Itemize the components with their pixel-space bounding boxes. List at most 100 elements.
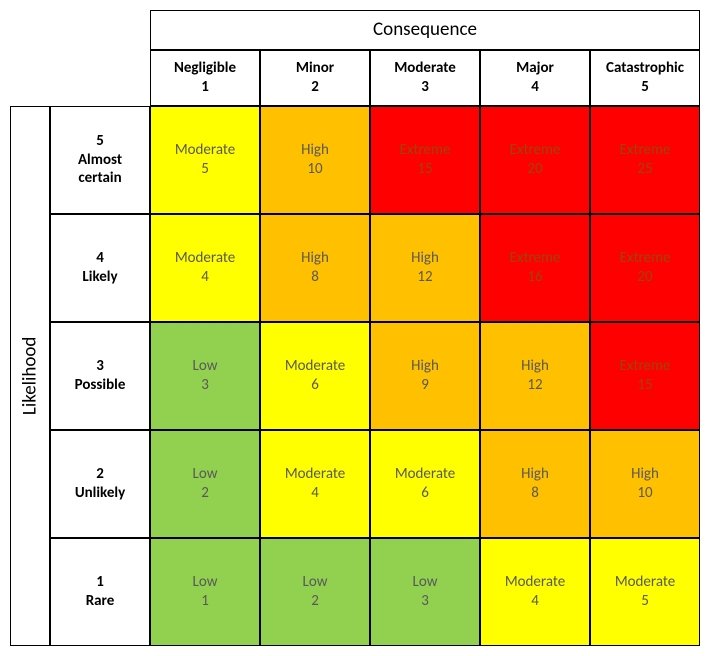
row-head-4: 2Unlikely (50, 430, 150, 538)
col-head-value: 1 (201, 78, 209, 97)
risk-score: 15 (637, 376, 652, 395)
blank-top-left (10, 10, 150, 50)
blank-top-left-2 (10, 50, 150, 106)
axis-label-consequence: Consequence (150, 10, 700, 50)
col-head-label: Moderate (394, 59, 456, 78)
risk-cell-r2-c2: High8 (260, 214, 370, 322)
col-head-2: Minor2 (260, 50, 370, 106)
risk-cell-r5-c4: Moderate4 (480, 538, 590, 646)
col-head-label: Negligible (174, 59, 236, 78)
col-head-label: Minor (296, 59, 334, 78)
risk-label: Low (413, 573, 438, 592)
likelihood-text: Likelihood (18, 337, 42, 416)
risk-score: 3 (201, 376, 209, 395)
risk-cell-r4-c4: High8 (480, 430, 590, 538)
row-head-label1: Almost (78, 151, 122, 170)
risk-score: 4 (201, 268, 209, 287)
col-head-value: 5 (641, 78, 649, 97)
col-head-value: 4 (531, 78, 539, 97)
col-head-value: 3 (421, 78, 429, 97)
risk-cell-r2-c1: Moderate4 (150, 214, 260, 322)
risk-cell-r4-c3: Moderate6 (370, 430, 480, 538)
risk-label: Moderate (285, 357, 345, 376)
risk-label: High (301, 141, 329, 160)
risk-cell-r1-c1: Moderate5 (150, 106, 260, 214)
risk-score: 15 (417, 160, 432, 179)
risk-label: Extreme (620, 249, 671, 268)
risk-score: 12 (527, 376, 542, 395)
consequence-text: Consequence (373, 18, 477, 42)
row-head-value: 4 (96, 249, 104, 268)
row-head-value: 3 (96, 357, 104, 376)
risk-score: 6 (421, 484, 429, 503)
risk-label: High (631, 465, 659, 484)
risk-label: High (411, 249, 439, 268)
row-head-3: 3Possible (50, 322, 150, 430)
risk-label: Low (193, 573, 218, 592)
col-head-label: Catastrophic (606, 59, 684, 78)
risk-label: Extreme (620, 141, 671, 160)
risk-score: 5 (641, 592, 649, 611)
risk-cell-r3-c5: Extreme15 (590, 322, 700, 430)
risk-label: Low (193, 357, 218, 376)
risk-score: 6 (311, 376, 319, 395)
risk-cell-r4-c2: Moderate4 (260, 430, 370, 538)
risk-cell-r1-c5: Extreme25 (590, 106, 700, 214)
risk-cell-r5-c1: Low1 (150, 538, 260, 646)
risk-score: 2 (201, 484, 209, 503)
risk-label: Low (193, 465, 218, 484)
risk-label: High (521, 465, 549, 484)
risk-score: 10 (637, 484, 652, 503)
risk-score: 5 (201, 160, 209, 179)
risk-matrix: ConsequenceNegligible1Minor2Moderate3Maj… (10, 10, 699, 646)
risk-label: Moderate (615, 573, 675, 592)
risk-label: Low (303, 573, 328, 592)
col-head-1: Negligible1 (150, 50, 260, 106)
row-head-value: 1 (96, 573, 104, 592)
risk-label: Moderate (175, 141, 235, 160)
risk-score: 20 (527, 160, 542, 179)
risk-score: 8 (531, 484, 539, 503)
row-head-value: 5 (96, 132, 104, 151)
risk-score: 8 (311, 268, 319, 287)
row-head-label1: Unlikely (75, 484, 125, 503)
risk-score: 20 (637, 268, 652, 287)
row-head-label1: Possible (75, 376, 126, 395)
risk-score: 2 (311, 592, 319, 611)
row-head-label2: certain (78, 169, 121, 188)
risk-score: 16 (527, 268, 542, 287)
risk-cell-r2-c3: High12 (370, 214, 480, 322)
col-head-3: Moderate3 (370, 50, 480, 106)
risk-label: Moderate (505, 573, 565, 592)
risk-score: 10 (307, 160, 322, 179)
risk-label: High (411, 357, 439, 376)
risk-score: 3 (421, 592, 429, 611)
risk-cell-r4-c1: Low2 (150, 430, 260, 538)
col-head-4: Major4 (480, 50, 590, 106)
risk-score: 4 (311, 484, 319, 503)
risk-cell-r1-c4: Extreme20 (480, 106, 590, 214)
risk-label: Moderate (285, 465, 345, 484)
risk-label: Extreme (620, 357, 671, 376)
risk-cell-r3-c1: Low3 (150, 322, 260, 430)
risk-cell-r3-c4: High12 (480, 322, 590, 430)
risk-cell-r4-c5: High10 (590, 430, 700, 538)
risk-cell-r3-c2: Moderate6 (260, 322, 370, 430)
risk-cell-r5-c3: Low3 (370, 538, 480, 646)
risk-label: Extreme (510, 141, 561, 160)
risk-label: Extreme (400, 141, 451, 160)
risk-cell-r5-c2: Low2 (260, 538, 370, 646)
risk-score: 1 (201, 592, 209, 611)
risk-cell-r3-c3: High9 (370, 322, 480, 430)
risk-score: 4 (531, 592, 539, 611)
row-head-value: 2 (96, 465, 104, 484)
risk-label: High (301, 249, 329, 268)
risk-score: 12 (417, 268, 432, 287)
risk-label: High (521, 357, 549, 376)
risk-cell-r1-c2: High10 (260, 106, 370, 214)
row-head-2: 4Likely (50, 214, 150, 322)
risk-score: 25 (637, 160, 652, 179)
col-head-label: Major (516, 59, 554, 78)
row-head-1: 5Almostcertain (50, 106, 150, 214)
risk-label: Moderate (175, 249, 235, 268)
